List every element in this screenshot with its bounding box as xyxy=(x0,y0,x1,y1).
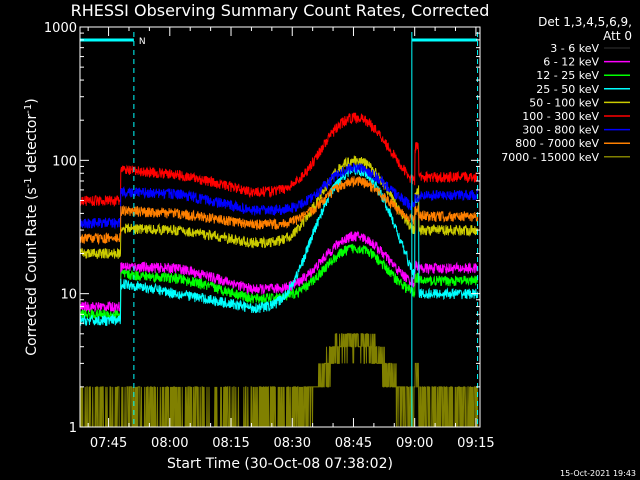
x-tick-label: 09:00 xyxy=(396,436,433,451)
y-tick-label: 1000 xyxy=(44,21,77,36)
y-axis-label-mid: detector xyxy=(24,114,40,178)
night-label: N xyxy=(139,37,146,47)
legend-label: 50 - 100 keV xyxy=(529,96,599,109)
x-tick-label: 08:45 xyxy=(335,436,372,451)
y-axis-label: Corrected Count Rate (s-1 detector-1) xyxy=(23,98,41,355)
legend-label: 25 - 50 keV xyxy=(536,83,599,96)
legend-label: 12 - 25 keV xyxy=(536,69,599,82)
legend-label: 7000 - 15000 keV xyxy=(501,151,599,164)
y-axis: 1 10 100 1000 xyxy=(44,21,480,436)
y-tick-label: 1 xyxy=(69,421,77,436)
x-tick-label: 08:00 xyxy=(151,436,188,451)
y-axis-label-main: Corrected Count Rate (s xyxy=(24,187,40,355)
y-axis-label-sup1: -1 xyxy=(23,177,34,187)
x-tick-label: 07:45 xyxy=(90,436,127,451)
chart-title: RHESSI Observing Summary Count Rates, Co… xyxy=(71,1,490,20)
plot-frame xyxy=(79,26,481,428)
legend-label: 300 - 800 keV xyxy=(522,124,599,137)
x-tick-label: 08:30 xyxy=(274,436,311,451)
legend-label: 100 - 300 keV xyxy=(522,110,599,123)
legend-label: 3 - 6 keV xyxy=(550,42,599,55)
y-axis-label-end: ) xyxy=(24,98,40,103)
y-axis-label-sup2: -1 xyxy=(23,104,34,114)
legend-header-2: Att 0 xyxy=(603,29,632,43)
x-tick-label: 08:15 xyxy=(212,436,249,451)
x-axis-label: Start Time (30-Oct-08 07:38:02) xyxy=(167,456,393,472)
legend-label: 800 - 7000 keV xyxy=(515,137,599,150)
annotations: N xyxy=(80,32,479,427)
x-axis: 07:45 08:00 08:15 08:30 08:45 09:00 09:15 xyxy=(87,27,495,451)
x-tick-label: 09:15 xyxy=(457,436,494,451)
y-tick-label: 100 xyxy=(52,154,77,169)
footer-date: 15-Oct-2021 19:43 xyxy=(560,469,636,478)
legend-header-1: Det 1,3,4,5,6,9, xyxy=(538,15,632,29)
legend-label: 6 - 12 keV xyxy=(543,56,599,69)
y-tick-label: 10 xyxy=(60,288,77,303)
